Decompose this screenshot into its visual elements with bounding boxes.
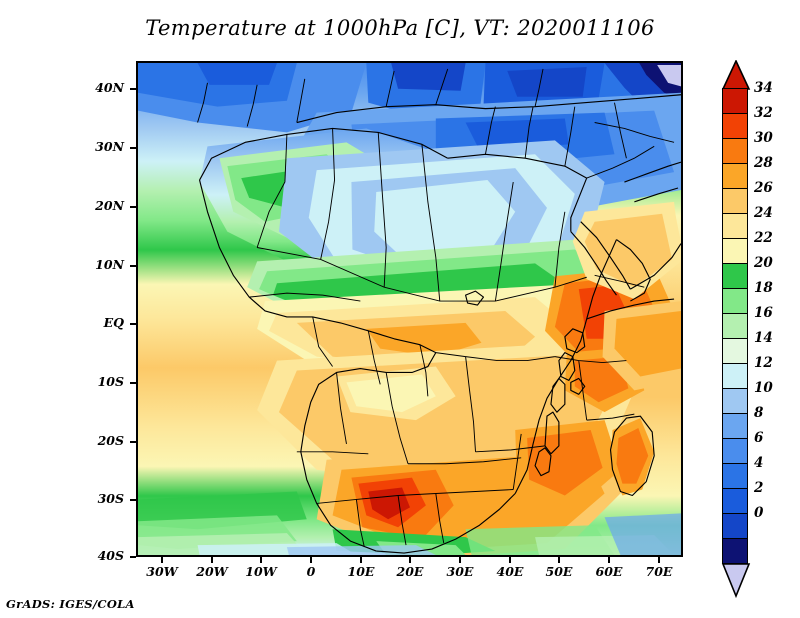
x-axis-label: 40E xyxy=(496,564,524,579)
colorbar-segment xyxy=(722,388,748,414)
colorbar-tick-label: 28 xyxy=(754,155,773,171)
colorbar-segment xyxy=(722,113,748,139)
colorbar-segment xyxy=(722,338,748,364)
attribution-footer: GrADS: IGES/COLA xyxy=(6,597,135,611)
colorbar-tick-label: 18 xyxy=(754,280,773,296)
colorbar-segment xyxy=(722,463,748,489)
x-axis-label: 0 xyxy=(306,564,316,579)
x-axis-label: 30W xyxy=(146,564,178,579)
colorbar-segment xyxy=(722,313,748,339)
colorbar-tick-label: 24 xyxy=(754,205,773,221)
colorbar-tick-label: 8 xyxy=(754,405,764,421)
map-plot-area xyxy=(136,61,683,557)
y-tick xyxy=(130,441,136,443)
x-tick xyxy=(459,557,461,563)
y-axis-label: 20N xyxy=(95,198,124,213)
y-tick xyxy=(130,265,136,267)
y-axis-label: 10N xyxy=(95,257,124,272)
colorbar-tick-label: 26 xyxy=(754,180,773,196)
x-axis-label: 10E xyxy=(347,564,375,579)
colorbar-tick-label: 10 xyxy=(754,380,773,396)
colorbar-tick-label: 16 xyxy=(754,305,773,321)
x-tick xyxy=(658,557,660,563)
x-axis-label: 20E xyxy=(396,564,424,579)
colorbar-tick-label: 34 xyxy=(754,80,773,96)
y-axis-label: 20S xyxy=(97,433,124,448)
temperature-field-map xyxy=(138,63,681,555)
x-tick xyxy=(211,557,213,563)
x-axis-label: 70E xyxy=(645,564,673,579)
colorbar-tick-label: 6 xyxy=(754,430,764,446)
x-tick xyxy=(310,557,312,563)
x-tick xyxy=(558,557,560,563)
colorbar-tick-label: 32 xyxy=(754,105,773,121)
colorbar-segment xyxy=(722,363,748,389)
x-tick xyxy=(608,557,610,563)
y-tick xyxy=(130,147,136,149)
x-tick xyxy=(360,557,362,563)
colorbar-tick-label: 2 xyxy=(754,480,764,496)
y-tick xyxy=(130,499,136,501)
colorbar-segment xyxy=(722,438,748,464)
x-tick xyxy=(509,557,511,563)
y-tick xyxy=(130,382,136,384)
colorbar-tick-label: 22 xyxy=(754,230,773,246)
colorbar-segment xyxy=(722,413,748,439)
colorbar: 34 32 30 28 26 24 22 20 18 16 14 12 10 8… xyxy=(718,60,800,598)
y-tick xyxy=(130,88,136,90)
y-axis-label: EQ xyxy=(103,315,124,330)
x-axis-label: 60E xyxy=(595,564,623,579)
colorbar-tick-label: 30 xyxy=(754,130,773,146)
colorbar-segment xyxy=(722,163,748,189)
y-tick xyxy=(130,556,136,558)
colorbar-segment xyxy=(722,88,748,114)
y-axis-label: 30N xyxy=(95,139,124,154)
colorbar-segment xyxy=(722,538,748,564)
x-axis-label: 30E xyxy=(446,564,474,579)
colorbar-low-arrow-icon xyxy=(721,563,751,598)
colorbar-tick-label: 14 xyxy=(754,330,773,346)
colorbar-segment xyxy=(722,238,748,264)
colorbar-high-arrow-icon xyxy=(721,60,751,90)
y-tick xyxy=(130,206,136,208)
y-axis-label: 40N xyxy=(95,80,124,95)
y-tick xyxy=(130,323,136,325)
y-axis-label: 40S xyxy=(97,548,124,563)
x-axis-label: 50E xyxy=(545,564,573,579)
colorbar-segment xyxy=(722,213,748,239)
colorbar-tick-label: 0 xyxy=(754,505,764,521)
colorbar-segment xyxy=(722,288,748,314)
colorbar-segment xyxy=(722,188,748,214)
colorbar-segment xyxy=(722,263,748,289)
x-axis-label: 10W xyxy=(245,564,277,579)
x-tick xyxy=(409,557,411,563)
page-title: Temperature at 1000hPa [C], VT: 20200111… xyxy=(145,16,655,40)
colorbar-segment xyxy=(722,138,748,164)
colorbar-tick-label: 20 xyxy=(754,255,773,271)
colorbar-tick-label: 12 xyxy=(754,355,773,371)
colorbar-tick-label: 4 xyxy=(754,455,764,471)
x-tick xyxy=(260,557,262,563)
colorbar-segment xyxy=(722,488,748,514)
y-axis-label: 10S xyxy=(97,374,124,389)
x-axis-label: 20W xyxy=(196,564,228,579)
y-axis-label: 30S xyxy=(97,491,124,506)
colorbar-segment xyxy=(722,513,748,539)
x-tick xyxy=(161,557,163,563)
